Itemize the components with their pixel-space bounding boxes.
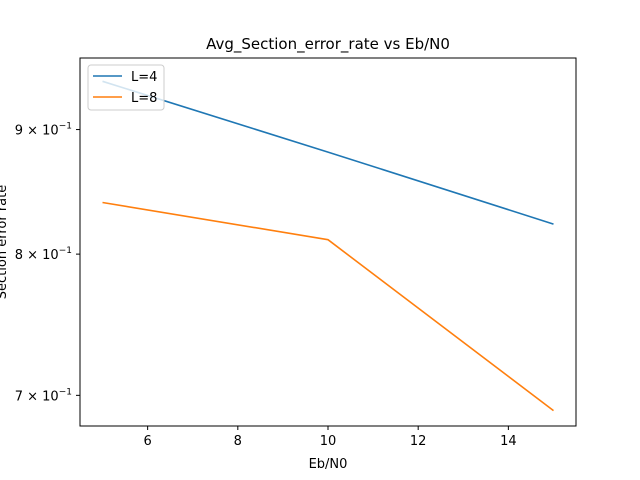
- series-line-l8: [102, 201, 554, 412]
- x-tick-label: 8: [234, 434, 242, 449]
- y-tick-label: 7 × 10−1: [15, 387, 72, 404]
- x-tick-label: 14: [500, 434, 517, 449]
- x-tick-label: 6: [143, 434, 151, 449]
- plot-area: 6 8 10 12 14 9 × 10−1 8 × 10−1 7 × 10−1: [15, 57, 577, 449]
- x-tick-label: 12: [410, 434, 427, 449]
- legend-label: L=8: [131, 91, 157, 106]
- chart-title: Avg_Section_error_rate vs Eb/N0: [206, 35, 450, 54]
- y-axis-label: Section error rate: [0, 185, 10, 299]
- y-tick-label: 9 × 10−1: [15, 122, 72, 139]
- series-line-l4: [102, 80, 554, 225]
- y-tick-label: 8 × 10−1: [15, 246, 72, 263]
- legend-label: L=4: [131, 70, 157, 85]
- x-axis-label: Eb/N0: [309, 457, 348, 472]
- legend: L=4L=8: [87, 64, 165, 111]
- axes-frame: [79, 57, 577, 427]
- x-tick-label: 10: [320, 434, 337, 449]
